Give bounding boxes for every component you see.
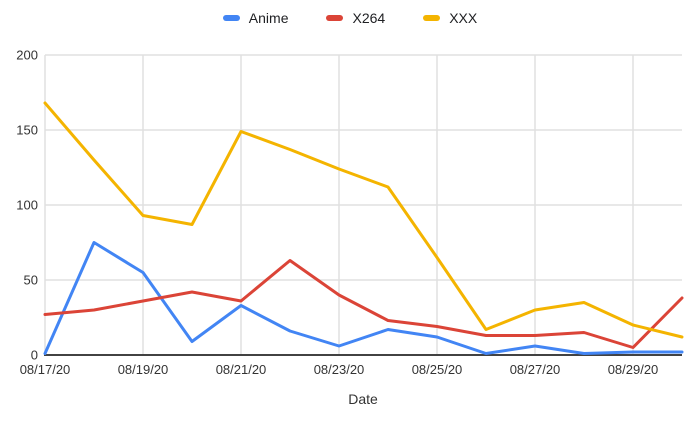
series-line-xxx <box>43 101 684 339</box>
series-line-x264 <box>43 259 684 349</box>
chart-gridlines <box>44 54 682 355</box>
legend-label-xxx: XXX <box>449 10 478 26</box>
legend-item-anime: Anime <box>222 10 289 26</box>
chart-legend: Anime X264 XXX <box>0 11 700 25</box>
x-tick-label: 08/17/20 <box>20 362 71 377</box>
legend-swatch-x264 <box>326 15 344 21</box>
y-tick-label: 50 <box>24 273 38 288</box>
y-tick-label: 0 <box>31 348 38 363</box>
x-tick-label: 08/23/20 <box>314 362 365 377</box>
legend-item-xxx: XXX <box>423 11 477 25</box>
legend-label-x264: X264 <box>352 10 386 26</box>
x-tick-label: 08/25/20 <box>412 362 463 377</box>
y-axis-labels: 0 50 100 150 200 <box>16 48 38 363</box>
y-tick-label: 150 <box>16 123 38 138</box>
series-line-anime <box>43 241 684 355</box>
x-axis-labels: 08/17/20 08/19/20 08/21/20 08/23/20 08/25/20… <box>20 362 659 377</box>
y-tick-label: 100 <box>16 198 38 213</box>
legend-label-anime: Anime <box>248 10 289 26</box>
x-axis-title: Date <box>348 391 378 407</box>
legend-swatch-xxx <box>423 15 441 21</box>
x-tick-label: 08/21/20 <box>216 362 267 377</box>
legend-swatch-anime <box>222 15 240 21</box>
x-tick-label: 08/27/20 <box>510 362 561 377</box>
x-tick-label: 08/19/20 <box>118 362 169 377</box>
x-tick-label: 08/29/20 <box>608 362 659 377</box>
legend-item-x264: X264 <box>326 11 385 25</box>
y-tick-label: 200 <box>16 48 38 63</box>
chart-series-lines <box>43 101 684 355</box>
